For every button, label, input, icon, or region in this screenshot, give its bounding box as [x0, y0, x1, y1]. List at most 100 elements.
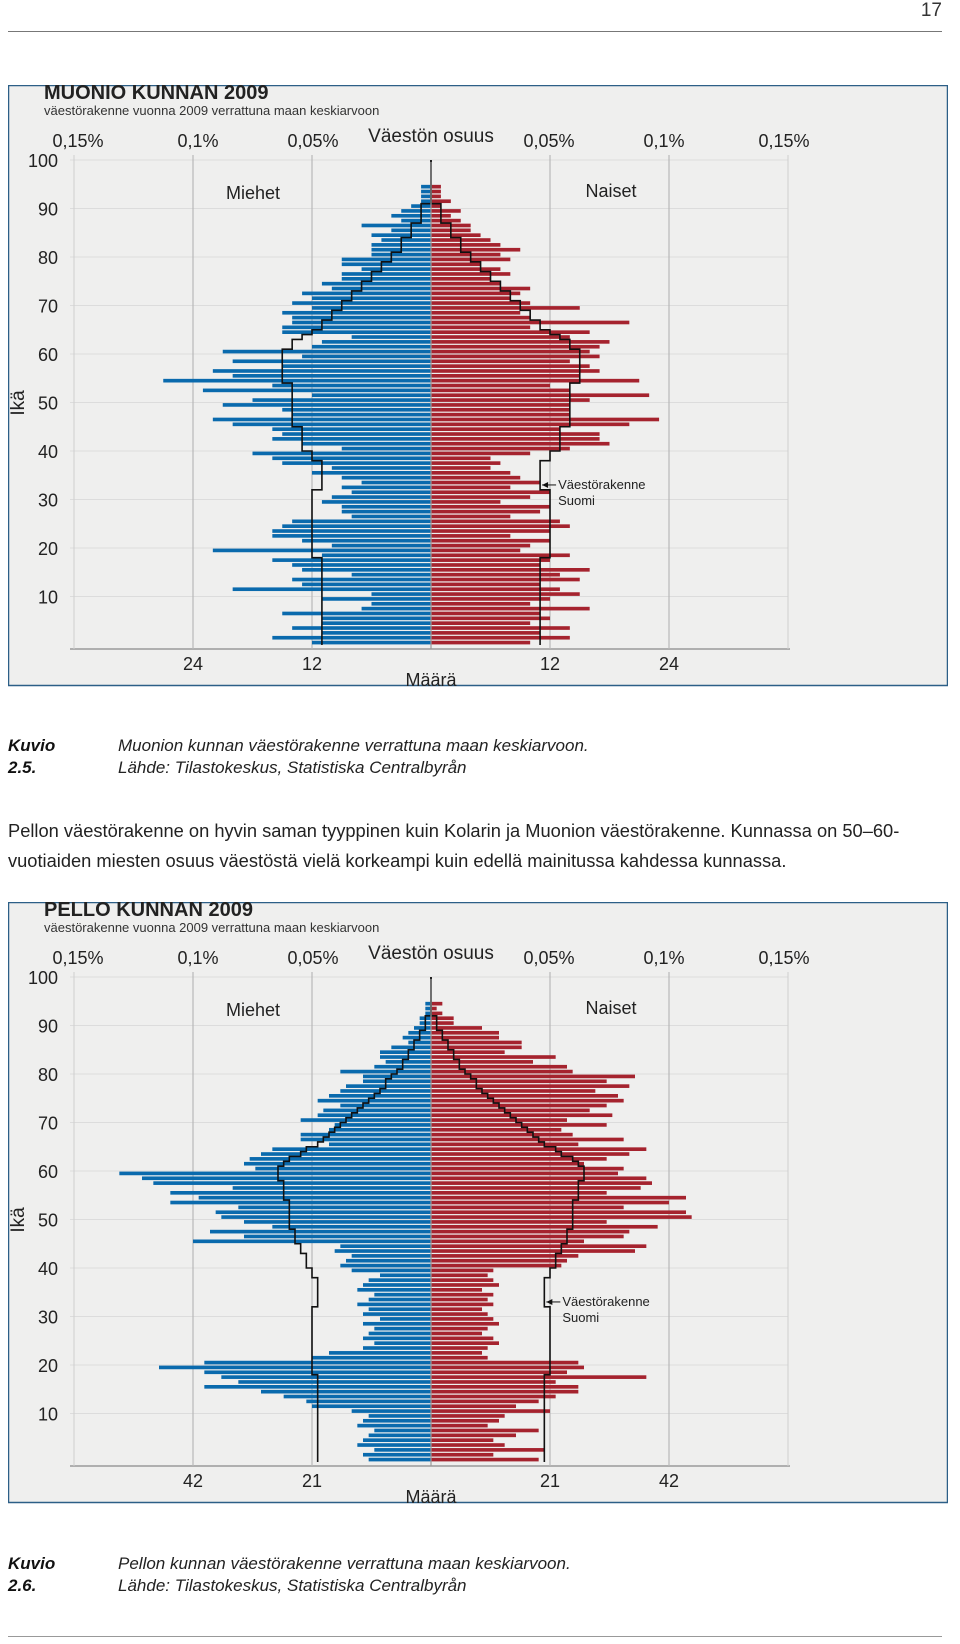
male-bar: [261, 1389, 431, 1394]
female-bar: [431, 1137, 624, 1142]
female-bar: [431, 582, 541, 587]
top-tick-label: 0,1%: [177, 948, 218, 968]
male-bar: [244, 1234, 431, 1239]
female-bar: [431, 577, 580, 582]
male-bar: [302, 582, 431, 587]
female-bar: [431, 640, 531, 645]
top-tick-label: 0,1%: [177, 131, 218, 151]
bottom-tick-label: 12: [540, 654, 560, 674]
male-bar: [272, 635, 431, 640]
male-bar: [380, 1050, 431, 1054]
female-bar: [431, 475, 521, 480]
female-bar: [431, 325, 531, 330]
male-bar: [119, 1171, 431, 1176]
y-tick-label: 90: [38, 200, 58, 220]
male-bar: [292, 519, 431, 524]
female-bar: [431, 437, 600, 441]
female-bar: [431, 1321, 499, 1326]
female-bar: [431, 1205, 624, 1210]
male-bar: [361, 606, 431, 611]
female-bar: [431, 1263, 562, 1268]
female-bar: [431, 1336, 494, 1341]
male-bar: [321, 621, 431, 625]
female-bar: [431, 1346, 488, 1350]
y-tick-label: 60: [38, 1162, 58, 1182]
reference-label: Suomi: [562, 1310, 599, 1325]
female-bar: [431, 417, 660, 422]
female-bar: [431, 466, 491, 470]
chart-subtitle: väestörakenne vuonna 2009 verrattuna maa…: [44, 920, 379, 935]
female-bar: [431, 558, 550, 562]
female-bar: [431, 471, 511, 475]
top-tick-label: 0,05%: [287, 131, 338, 151]
female-bar: [431, 412, 570, 417]
female-bar: [431, 1147, 647, 1151]
y-axis-title: Ikä: [8, 1207, 29, 1233]
male-bar: [340, 1244, 431, 1248]
male-bar: [221, 1215, 431, 1219]
male-bar: [351, 1409, 431, 1413]
female-bar: [431, 1341, 499, 1345]
reference-outline-female: [430, 977, 585, 1462]
male-bar: [408, 1040, 431, 1045]
female-bar: [431, 1317, 494, 1321]
female-bar: [431, 1224, 658, 1229]
female-bar: [431, 1089, 596, 1093]
male-bar: [282, 432, 431, 436]
y-tick-label: 30: [38, 1308, 58, 1328]
male-bar: [363, 1079, 431, 1084]
male-bar: [374, 1326, 431, 1331]
female-bar: [431, 378, 640, 383]
top-tick-label: 0,1%: [643, 131, 684, 151]
female-bar: [431, 1055, 556, 1059]
male-bar: [368, 1414, 431, 1418]
male-bar: [368, 1278, 431, 1282]
male-bar: [351, 572, 431, 577]
reference-outline-female: [430, 160, 581, 645]
male-bar: [340, 1089, 431, 1093]
female-bar: [431, 1200, 669, 1205]
y-tick-label: 20: [38, 1356, 58, 1376]
male-bar: [380, 1317, 431, 1321]
male-bar: [282, 461, 431, 465]
male-bar: [312, 344, 431, 349]
male-bar: [341, 262, 431, 267]
female-bar: [431, 398, 590, 402]
female-bar: [431, 199, 451, 204]
male-bar: [222, 403, 431, 407]
female-bar: [431, 1103, 607, 1108]
male-bar: [425, 1006, 431, 1011]
male-bar: [198, 1195, 431, 1200]
female-bar: [431, 369, 600, 373]
male-bar: [357, 1423, 431, 1428]
y-tick-label: 50: [38, 394, 58, 414]
male-bar: [282, 325, 431, 330]
male-bar: [363, 1452, 431, 1457]
female-bar: [431, 184, 441, 189]
female-bar: [431, 383, 550, 388]
female-bar: [431, 635, 570, 640]
pyramid-svg: 10 20 30 40 50 60 70 80 90 100 PELLO KUNNAN 2009vä…: [8, 902, 948, 1537]
female-bar: [431, 1026, 482, 1030]
male-bar: [402, 1035, 431, 1040]
male-bar: [374, 1428, 431, 1433]
caption-source: Lähde: Tilastokeskus, Statistiska Centra…: [118, 1576, 467, 1595]
male-bar: [340, 1069, 431, 1074]
female-bar: [431, 563, 541, 567]
male-bar: [321, 281, 431, 286]
male-bar: [317, 1098, 431, 1103]
male-bar: [391, 1045, 431, 1050]
female-bar: [431, 1161, 584, 1166]
chart-title: PELLO KUNNAN 2009: [44, 902, 253, 921]
male-bar: [302, 441, 431, 446]
male-bar: [212, 369, 431, 373]
female-label: Naiset: [585, 181, 636, 201]
male-bar: [210, 1229, 431, 1234]
male-bar: [232, 587, 431, 592]
male-bar: [351, 490, 431, 495]
female-bar: [431, 1176, 647, 1181]
male-bar: [374, 1292, 431, 1297]
female-bar: [431, 310, 521, 315]
female-bar: [431, 1307, 482, 1312]
male-bar: [272, 456, 431, 461]
